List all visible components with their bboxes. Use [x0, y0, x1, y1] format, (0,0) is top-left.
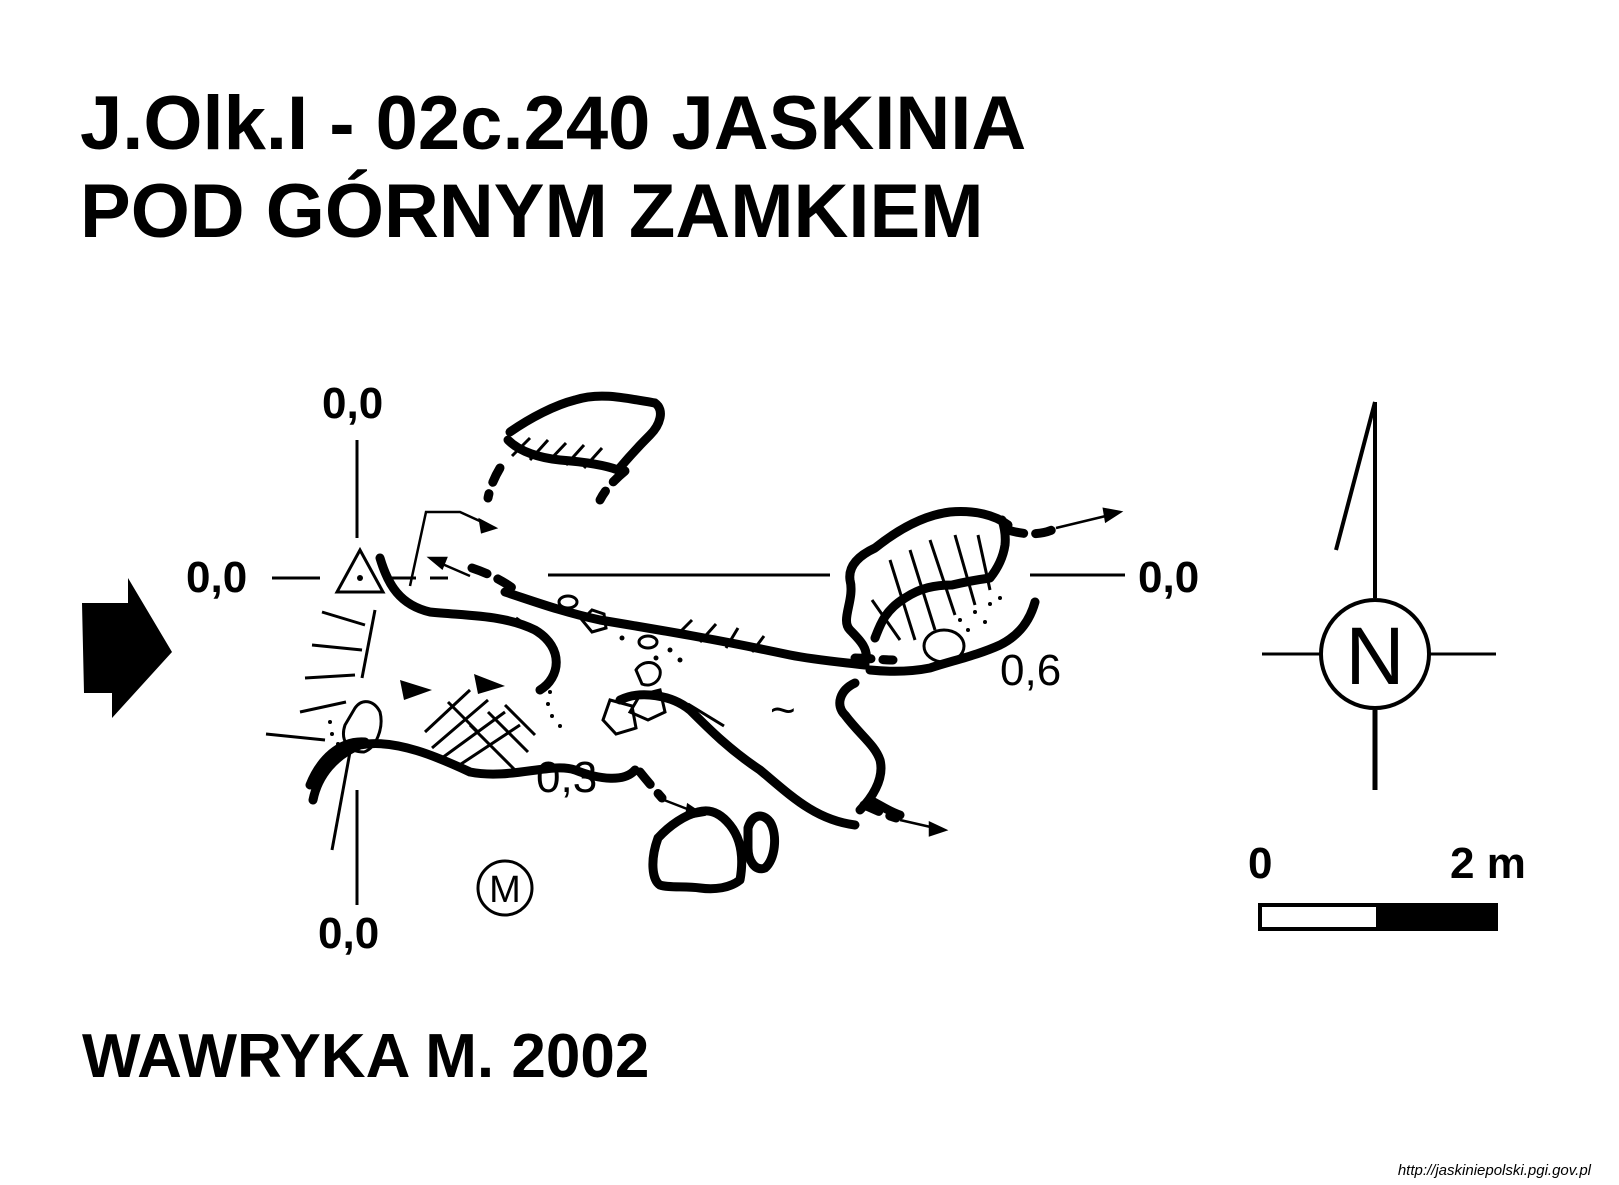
author-credit: WAWRYKA M. 2002 [82, 1022, 650, 1091]
title-line-2: POD GÓRNYM ZAMKIEM [80, 169, 984, 254]
passage-arrows [408, 507, 1124, 837]
depth-label-south: 0,3 [536, 753, 597, 802]
mineral-marker-letter: M [489, 869, 521, 911]
water-sign: ~ [770, 686, 796, 735]
debris-pattern [423, 688, 537, 772]
depth-label-east: 0,6 [1000, 646, 1061, 695]
title-line-1: J.Olk.I - 02c.240 JASKINIA [80, 81, 1027, 166]
source-url: http://jaskiniepolski.pgi.gov.pl [1397, 1162, 1591, 1179]
reference-label-bottom: 0,0 [318, 909, 379, 958]
scale-bar [1258, 903, 1498, 931]
mineral-marker: M [476, 859, 534, 917]
hachures [265, 436, 992, 851]
sediment-dots [328, 596, 1002, 746]
north-label: N [1345, 611, 1404, 702]
reference-label-left: 0,0 [186, 553, 247, 602]
flag-marks [400, 674, 505, 700]
arrow-right-icon [82, 578, 172, 718]
triangle-icon [334, 546, 386, 594]
map-title: J.Olk.I - 02c.240 JASKINIA POD GÓRNYM ZA… [80, 80, 1026, 256]
reference-lines [272, 440, 1125, 905]
reference-label-right: 0,0 [1138, 553, 1199, 602]
reference-label-top: 0,0 [322, 379, 383, 428]
scale-label-start: 0 [1248, 839, 1272, 888]
scale-label-end: 2 m [1450, 839, 1526, 888]
cave-outline [305, 391, 1040, 894]
dashed-passages [467, 463, 1057, 823]
boulders [342, 594, 966, 754]
north-arrow-icon [1262, 401, 1496, 790]
